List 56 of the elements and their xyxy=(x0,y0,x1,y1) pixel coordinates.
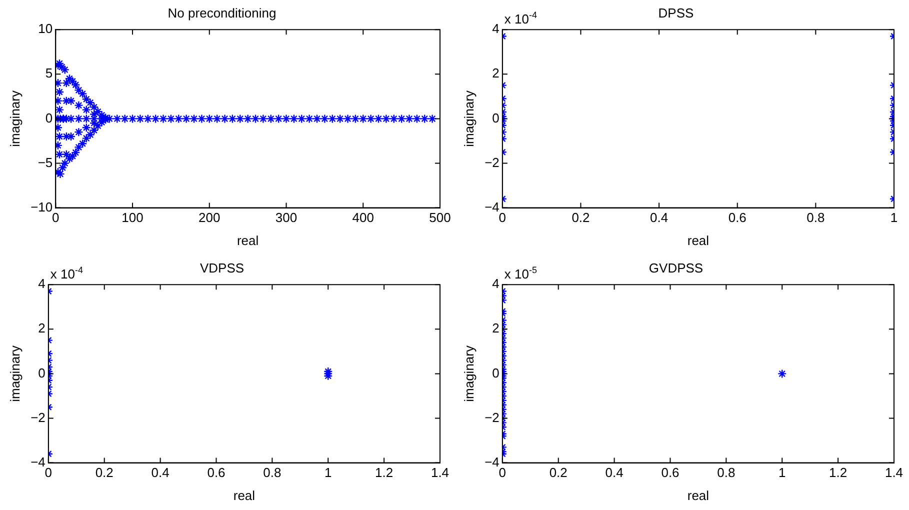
x-tick-label: 0.6 xyxy=(661,465,680,480)
y-axis-title: imaginary xyxy=(7,90,22,147)
y-tick-label: −5 xyxy=(38,154,53,170)
x-axis-title: real xyxy=(233,488,256,503)
x-tick-label: 0.8 xyxy=(717,465,736,480)
y-tick-label: 5 xyxy=(45,66,53,81)
x-tick-label: 0.8 xyxy=(806,210,825,226)
x-tick-label: 0.4 xyxy=(605,465,624,480)
chart-title: VDPSS xyxy=(200,260,244,276)
x-tick-label: 0.8 xyxy=(263,465,282,480)
x-tick-label: 1 xyxy=(890,210,898,226)
y-tick-label: −2 xyxy=(484,154,500,170)
y-tick-label: 4 xyxy=(492,21,500,36)
y-axis-title: imaginary xyxy=(461,90,476,147)
x-tick-label: 0.2 xyxy=(549,465,568,480)
x-tick-label: 1 xyxy=(778,465,786,480)
x-tick-label: 0.6 xyxy=(207,465,226,480)
x-axis-title: real xyxy=(687,232,710,248)
x-tick-label: 200 xyxy=(198,210,220,226)
y-tick-label: −10 xyxy=(30,199,53,214)
y-tick-label: 2 xyxy=(492,66,500,81)
x-tick-label: 100 xyxy=(122,210,144,226)
y-tick-label: 0 xyxy=(38,365,46,380)
x-axis-title: real xyxy=(687,488,710,503)
x-tick-label: 300 xyxy=(275,210,298,226)
y-tick-label: 2 xyxy=(38,320,46,336)
y-tick-label: −4 xyxy=(30,454,46,470)
y-tick-label: −2 xyxy=(484,410,500,425)
x-tick-label: 1 xyxy=(324,465,332,480)
x-tick-label: 0.4 xyxy=(151,465,170,480)
chart-title: DPSS xyxy=(658,5,694,20)
x-tick-label: 0.2 xyxy=(572,210,590,226)
y-tick-label: 4 xyxy=(492,276,500,292)
x-axis-title: real xyxy=(236,232,259,248)
y-axis-title: imaginary xyxy=(7,345,22,402)
y-tick-label: 0 xyxy=(492,110,500,126)
y-tick-label: −4 xyxy=(484,454,500,470)
y-tick-label: −2 xyxy=(30,410,46,425)
y-tick-label: 4 xyxy=(38,276,46,292)
x-tick-label: 1.2 xyxy=(829,465,848,480)
y-tick-label: 2 xyxy=(492,320,500,336)
y-axis-title: imaginary xyxy=(461,345,476,402)
y-tick-label: 10 xyxy=(38,21,53,36)
chart-title: No preconditioning xyxy=(168,5,276,20)
x-tick-label: 0.2 xyxy=(95,465,114,480)
chart-title: GVDPSS xyxy=(648,260,704,276)
x-tick-label: 500 xyxy=(429,210,451,226)
x-tick-label: 1.4 xyxy=(430,465,450,480)
y-tick-label: 0 xyxy=(492,365,500,380)
x-tick-label: 0.6 xyxy=(728,210,746,226)
x-tick-label: 1.4 xyxy=(884,465,904,480)
y-tick-label: 0 xyxy=(45,110,53,126)
x-tick-label: 1.2 xyxy=(375,465,394,480)
y-tick-label: −4 xyxy=(484,199,500,214)
x-tick-label: 400 xyxy=(352,210,374,226)
x-tick-label: 0.4 xyxy=(650,210,668,226)
